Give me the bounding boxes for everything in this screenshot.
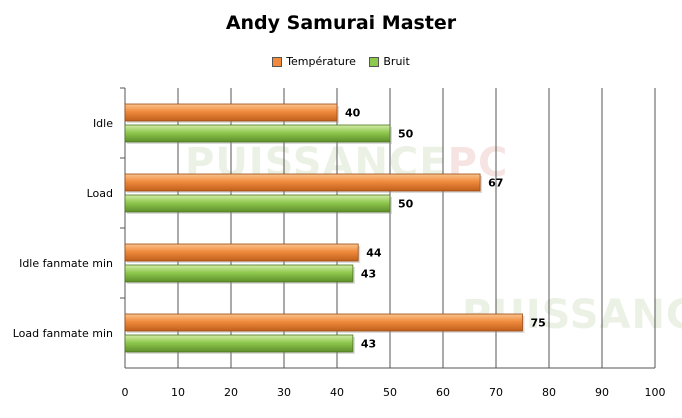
bar	[124, 173, 481, 192]
x-tick-label: 80	[542, 386, 556, 399]
data-label: 40	[345, 107, 361, 120]
data-label: 44	[366, 247, 382, 260]
legend-item-bruit: Bruit	[369, 55, 410, 68]
data-label: 75	[531, 317, 546, 330]
x-tick-label: 50	[383, 386, 397, 399]
bar	[124, 264, 354, 283]
x-tick-label: 30	[277, 386, 291, 399]
category-label: Load fanmate min	[13, 327, 113, 340]
bar	[124, 243, 359, 262]
category-label: Idle fanmate min	[19, 257, 113, 270]
data-label: 50	[398, 198, 414, 211]
bar	[124, 194, 391, 213]
bar	[124, 103, 338, 122]
x-tick-label: 10	[171, 386, 185, 399]
data-label: 50	[398, 128, 414, 141]
category-label: Idle	[93, 117, 113, 130]
x-tick-label: 90	[595, 386, 609, 399]
x-tick-label: 0	[122, 386, 129, 399]
chart-title: Andy Samurai Master	[225, 12, 457, 34]
bar	[124, 124, 391, 143]
legend-swatch-temperature	[272, 56, 283, 67]
x-tick-label: 100	[645, 386, 666, 399]
legend-item-temperature: Température	[272, 55, 356, 68]
category-label: Load	[87, 187, 113, 200]
legend: Température Bruit	[0, 55, 682, 70]
x-tick-label: 60	[436, 386, 450, 399]
x-tick-label: 70	[489, 386, 503, 399]
data-label: 67	[488, 177, 503, 190]
legend-label-bruit: Bruit	[383, 55, 410, 68]
legend-swatch-bruit	[369, 56, 380, 67]
x-tick-label: 20	[224, 386, 238, 399]
legend-label-temperature: Température	[286, 55, 356, 68]
data-label: 43	[361, 338, 376, 351]
bar	[124, 334, 354, 353]
x-tick-label: 40	[330, 386, 344, 399]
data-label: 43	[361, 268, 376, 281]
bar	[124, 313, 523, 332]
